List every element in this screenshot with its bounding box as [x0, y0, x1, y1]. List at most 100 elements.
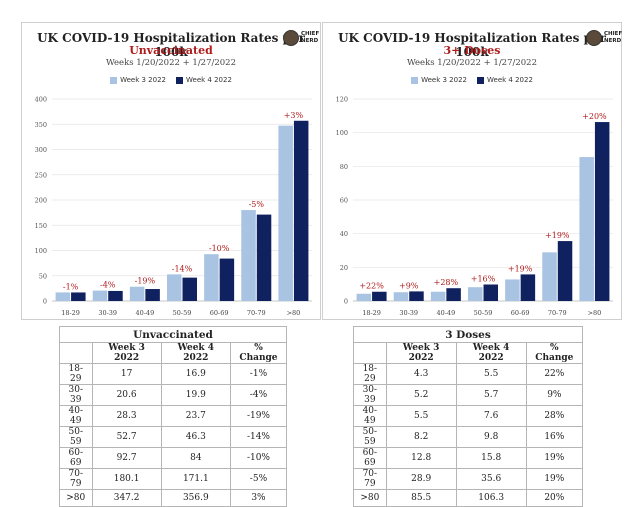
week4-cell: 16.9: [160, 363, 231, 385]
table-row: 30-39 5.2 5.7 9%: [353, 384, 584, 406]
age-cell: 60-69: [59, 447, 93, 469]
chart-dates: Weeks 1/20/2022 + 1/27/2022: [406, 58, 537, 68]
change-cell: 20%: [525, 488, 584, 507]
table-row: 60-69 92.7 84 -10%: [59, 447, 288, 469]
change-label: +20%: [582, 112, 607, 121]
week4-cell: 84: [160, 447, 231, 469]
age-cell: >80: [353, 488, 387, 507]
y-tick-label: 250: [35, 171, 47, 179]
change-cell: -14%: [229, 426, 288, 448]
age-cell: 18-29: [59, 363, 93, 385]
week3-cell: 52.7: [91, 426, 162, 448]
bar-week4: [483, 284, 498, 301]
y-tick-label: 100: [35, 247, 47, 255]
table-caption: Unvaccinated: [59, 326, 287, 343]
age-cell: 40-49: [59, 405, 93, 427]
table-header-change: % Change: [525, 342, 584, 364]
table-row: 50-59 8.2 9.8 16%: [353, 426, 584, 448]
change-label: +19%: [508, 264, 533, 273]
bar-week4: [182, 277, 197, 301]
table-header-age: [59, 342, 93, 364]
change-label: -4%: [100, 281, 116, 290]
week4-cell: 5.7: [455, 384, 527, 406]
week3-cell: 28.9: [385, 468, 457, 490]
table-row: 18-29 17 16.9 -1%: [59, 363, 288, 385]
y-tick-label: 20: [340, 264, 348, 272]
x-tick-label: 30-39: [98, 309, 117, 317]
week3-cell: 347.2: [91, 488, 162, 507]
legend-label-week4: Week 4 2022: [487, 76, 533, 84]
chart-panel-unvaccinated: UK COVID-19 Hospitalization Rates per 10…: [21, 22, 321, 320]
bar-week3: [241, 210, 256, 301]
chart-title: UK COVID-19 Hospitalization Rates per 10…: [338, 31, 606, 59]
legend-label-week3: Week 3 2022: [421, 76, 467, 84]
week3-cell: 12.8: [385, 447, 457, 469]
bar-week4: [372, 291, 387, 301]
legend-swatch-week3: [110, 76, 118, 84]
x-tick-label: 40-49: [135, 309, 154, 317]
legend-swatch-week4: [176, 76, 183, 84]
week4-cell: 7.6: [455, 405, 527, 427]
x-tick-label: >80: [287, 309, 301, 317]
age-cell: 70-79: [59, 468, 93, 490]
age-cell: 30-39: [353, 384, 387, 406]
x-tick-label: 18-29: [61, 309, 80, 317]
change-label: +22%: [359, 282, 384, 291]
bar-week4: [594, 122, 610, 301]
bar-week3: [356, 293, 372, 301]
x-tick-label: 40-49: [436, 309, 455, 317]
age-cell: 18-29: [353, 363, 387, 385]
bar-week4: [145, 289, 160, 301]
bar-week3: [167, 274, 182, 301]
x-tick-label: 60-69: [511, 309, 530, 317]
week3-cell: 17: [91, 363, 162, 385]
change-cell: -19%: [229, 405, 288, 427]
change-label: +19%: [545, 231, 570, 240]
table-row: 50-59 52.7 46.3 -14%: [59, 426, 288, 448]
week4-cell: 171.1: [160, 468, 231, 490]
table-row: 70-79 28.9 35.6 19%: [353, 468, 584, 490]
table-header-change: % Change: [229, 342, 288, 364]
table-header-week4: Week 4 2022: [455, 342, 527, 364]
y-tick-label: 0: [344, 298, 348, 306]
table-row: 70-79 180.1 171.1 -5%: [59, 468, 288, 490]
x-tick-label: 60-69: [210, 309, 229, 317]
week3-cell: 5.2: [385, 384, 457, 406]
chart-subtitle: Unvaccinated: [129, 44, 213, 57]
y-tick-label: 120: [336, 96, 348, 104]
table-row: 30-39 20.6 19.9 -4%: [59, 384, 288, 406]
table-header-age: [353, 342, 387, 364]
table-row: 40-49 5.5 7.6 28%: [353, 405, 584, 427]
y-tick-label: 80: [340, 163, 348, 171]
y-tick-label: 150: [35, 222, 47, 230]
table-header-week3: Week 3 2022: [91, 342, 162, 364]
bar-week3: [129, 286, 145, 301]
bar-week3: [579, 157, 594, 301]
bar-week3: [468, 287, 483, 301]
bar-week3: [430, 291, 446, 301]
change-cell: 9%: [525, 384, 584, 406]
table-row: 40-49 28.3 23.7 -19%: [59, 405, 288, 427]
bar-chart-3-doses: 0 20 40 60 80 100 120 +22% 18-29 +9% 30-39 +28% 40-4…: [336, 96, 613, 317]
week3-cell: 20.6: [91, 384, 162, 406]
table-row: >80 85.5 106.3 20%: [353, 488, 584, 507]
age-cell: 70-79: [353, 468, 387, 490]
bar-week4: [256, 214, 272, 301]
bar-chart-unvaccinated: 0 50 100 150 200 250 300 350 400 -1% 18-29 -4% 30-39…: [35, 96, 312, 317]
change-cell: -10%: [229, 447, 288, 469]
week4-cell: 15.8: [455, 447, 527, 469]
bar-week3: [278, 125, 293, 301]
week4-cell: 23.7: [160, 405, 231, 427]
week4-cell: 46.3: [160, 426, 231, 448]
x-tick-label: >80: [588, 309, 602, 317]
bar-week4: [293, 120, 309, 301]
week3-cell: 28.3: [91, 405, 162, 427]
change-cell: 19%: [525, 468, 584, 490]
legend-label-week3: Week 3 2022: [120, 76, 166, 84]
x-tick-label: 70-79: [247, 309, 266, 317]
table-header-week3: Week 3 2022: [385, 342, 457, 364]
change-cell: 28%: [525, 405, 584, 427]
change-label: +9%: [399, 281, 419, 290]
week4-cell: 106.3: [455, 488, 527, 507]
bar-week4: [108, 290, 123, 301]
